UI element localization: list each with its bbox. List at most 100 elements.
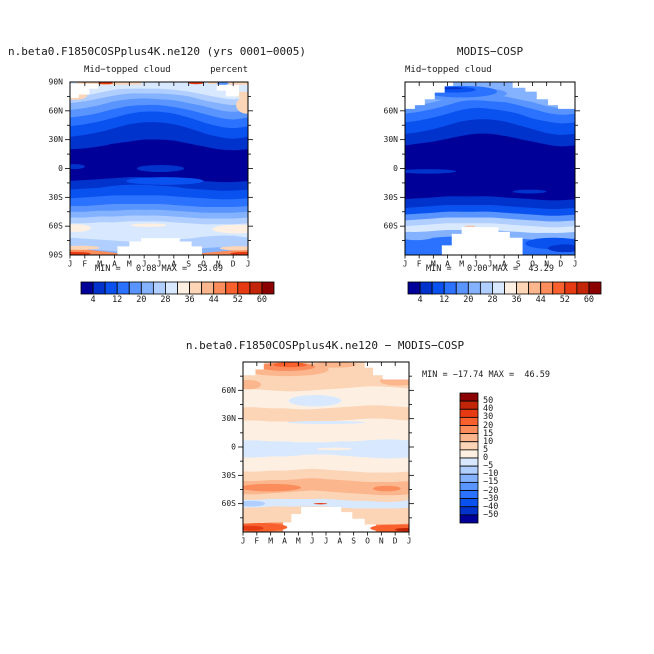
lat-label: 60N: [49, 106, 64, 115]
missing-data-region: [117, 238, 203, 255]
contour-blob: [243, 525, 264, 531]
month-label: J: [403, 260, 408, 269]
colorbar-tick-label: 60: [583, 295, 595, 305]
colorbar-tick-label: 28: [487, 295, 498, 305]
contour-blob: [212, 224, 248, 234]
colorbar-segment: [201, 281, 215, 295]
contour-blob: [126, 177, 204, 185]
missing-data-region: [441, 227, 523, 255]
month-label: O: [201, 260, 206, 269]
colorbar-segment: [104, 281, 118, 295]
month-label: D: [231, 260, 236, 269]
missing-data-region: [364, 362, 409, 380]
month-label: S: [186, 260, 191, 269]
missing-data-region: [283, 506, 376, 532]
lat-label: 0: [58, 164, 63, 173]
panel-a-stats: MIN = 0.08 MAX = 53.09: [95, 264, 223, 274]
month-label: M: [431, 260, 436, 269]
month-label: A: [282, 537, 287, 546]
contour-blob: [188, 82, 204, 85]
colorbar-tick-label: 36: [184, 295, 195, 305]
panel-diff-title: n.beta0.F1850COSPplus4K.ne120 − MODIS−CO…: [185, 339, 465, 352]
month-label: J: [573, 260, 578, 269]
colorbar-segment: [455, 281, 469, 295]
missing-data-region: [512, 82, 575, 109]
colorbar-segment: [564, 281, 578, 295]
contour-blob: [548, 244, 575, 253]
colorbar-segment: [165, 281, 178, 295]
colorbar-tick-label: 12: [439, 295, 450, 305]
contour-blob: [287, 420, 365, 424]
colorbar-tick-label: 36: [511, 295, 522, 305]
colorbar-segment: [459, 465, 479, 475]
lat-label: 90N: [49, 78, 64, 87]
month-label: J: [488, 260, 493, 269]
colorbar-segment: [459, 506, 479, 516]
lat-label: 90S: [49, 251, 64, 260]
lat-label: 0: [393, 164, 398, 173]
colorbar-tick-label: 50: [483, 396, 494, 407]
contour-blob: [136, 165, 185, 172]
contour-blob: [243, 379, 261, 390]
panel-a-title: n.beta0.F1850COSPplus4K.ne120 (yrs 0001−…: [8, 45, 307, 58]
colorbar-segment: [152, 281, 166, 295]
month-label: O: [530, 260, 535, 269]
lat-label: 30N: [384, 135, 399, 144]
colorbar-segment: [80, 281, 94, 295]
colorbar-segment: [459, 490, 479, 500]
missing-data-region: [216, 84, 240, 97]
colorbar-tick-label: 20: [463, 295, 474, 305]
contour-blob: [70, 252, 91, 255]
colorbar-segment: [128, 281, 142, 295]
month-label: M: [97, 260, 102, 269]
colorbar-segment: [459, 498, 479, 508]
contour-blob: [370, 524, 409, 532]
contour-blob: [395, 527, 409, 532]
contour-blob: [70, 245, 100, 250]
panel-b-colorbar-labels: 4 12 20 28 36 44 52 60: [408, 295, 601, 305]
contour-blob: [243, 483, 302, 492]
colorbar-segment: [431, 281, 445, 295]
colorbar-segment: [459, 400, 479, 410]
month-label: J: [142, 260, 147, 269]
colorbar-segment: [504, 281, 517, 295]
month-label: N: [216, 260, 221, 269]
colorbar-tick-label: −15: [483, 477, 499, 488]
colorbar-segment: [459, 449, 479, 459]
colorbar-segment: [443, 281, 457, 295]
contour-blob: [70, 164, 85, 170]
contour-blob: [216, 82, 229, 86]
colorbar-tick-label: 4: [417, 295, 423, 305]
month-label: O: [365, 537, 370, 546]
month-label: J: [473, 260, 478, 269]
lat-label: 0: [231, 443, 236, 452]
month-label: J: [310, 537, 315, 546]
colorbar-segment: [459, 473, 479, 483]
colorbar-segment: [459, 425, 479, 435]
colorbar-segment: [552, 281, 566, 295]
colorbar-segment: [459, 416, 479, 426]
colorbar-tick-label: −50: [483, 509, 499, 520]
month-label: J: [68, 260, 73, 269]
colorbar-tick-label: 52: [559, 295, 570, 305]
contour-blob: [464, 225, 476, 227]
colorbar-tick-label: 20: [136, 295, 147, 305]
colorbar-tick-label: 28: [160, 295, 171, 305]
colorbar-segment: [249, 281, 263, 295]
colorbar-tick-label: 15: [483, 428, 494, 439]
month-label: A: [112, 260, 117, 269]
colorbar-segment: [213, 281, 227, 295]
colorbar-tick-label: 12: [112, 295, 123, 305]
contour-blob: [98, 82, 114, 85]
colorbar-segment: [459, 441, 479, 451]
colorbar-tick-label: 44: [535, 295, 546, 305]
colorbar-segment: [189, 281, 203, 295]
panel-a-colorbar-labels: 4 12 20 28 36 44 52 60: [81, 295, 274, 305]
panel-diff-colorbar: [459, 392, 479, 524]
contour-blob: [405, 169, 456, 174]
month-label: N: [379, 537, 384, 546]
colorbar-segment: [467, 281, 481, 295]
month-label: J: [157, 260, 162, 269]
